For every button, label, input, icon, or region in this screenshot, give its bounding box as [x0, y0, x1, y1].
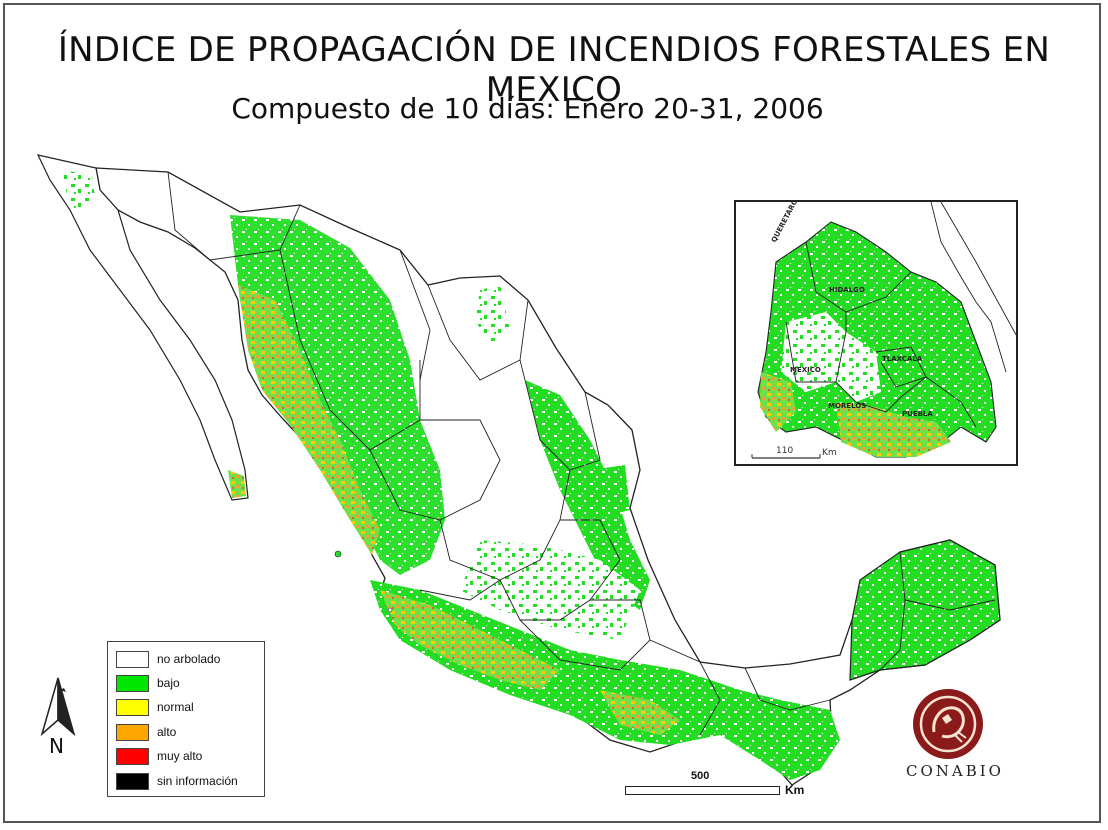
conabio-logo-icon: [913, 689, 983, 759]
inset-map: QUERETARO DE ARTEAGA HIDALGO MEXICO TLAX…: [734, 200, 1018, 466]
legend-swatch: [116, 747, 149, 765]
legend: no arbolado bajo normal alto muy alto si…: [107, 641, 265, 797]
legend-label: no arbolado: [157, 652, 221, 666]
yucatan-peninsula: [849, 539, 1001, 681]
inset-scale-unit: Km: [822, 448, 837, 458]
legend-item: muy alto: [116, 746, 202, 766]
scale-bar-value: 500: [691, 770, 710, 782]
scale-bar-unit: Km: [785, 783, 805, 797]
baja-vegetation: [62, 170, 95, 215]
inset-scale-value: 110: [776, 446, 794, 456]
island: [334, 550, 342, 558]
legend-label: muy alto: [157, 749, 203, 763]
legend-item: bajo: [116, 673, 180, 693]
inset-state-label: MORELOS: [828, 402, 867, 410]
map-title: ÍNDICE DE PROPAGACIÓN DE INCENDIOS FORES…: [57, 30, 1051, 110]
legend-label: bajo: [157, 676, 180, 690]
state-boundaries: [167, 171, 996, 736]
north-label: N: [49, 734, 64, 758]
legend-item: normal: [116, 697, 194, 717]
inset-state-label: HIDALGO: [829, 286, 865, 294]
north-arrow-icon: [40, 677, 76, 737]
map-subtitle: Compuesto de 10 días: Enero 20-31, 2006: [231, 92, 824, 125]
legend-swatch: [116, 723, 149, 741]
legend-label: alto: [157, 725, 177, 739]
baja-peninsula: [36, 154, 249, 501]
legend-label: normal: [157, 700, 194, 714]
legend-swatch: [116, 698, 149, 716]
conabio-logo-text: CONABIO: [906, 762, 1004, 780]
legend-item: sin información: [116, 771, 238, 791]
sierra-madre-oriental: [525, 380, 650, 610]
inset-state-label: TLAXCALA: [882, 355, 923, 363]
sierra-madre-occidental: [230, 215, 445, 575]
inset-state-label: MEXICO: [790, 366, 821, 374]
inset-state-label: PUEBLA: [902, 410, 933, 418]
legend-swatch: [116, 650, 149, 668]
legend-item: alto: [116, 722, 176, 742]
scale-bar: [625, 786, 780, 795]
legend-label: sin información: [157, 774, 238, 788]
southern-belt: [370, 580, 840, 780]
legend-swatch: [116, 674, 149, 692]
legend-item: no arbolado: [116, 649, 220, 669]
legend-swatch: [116, 772, 149, 790]
